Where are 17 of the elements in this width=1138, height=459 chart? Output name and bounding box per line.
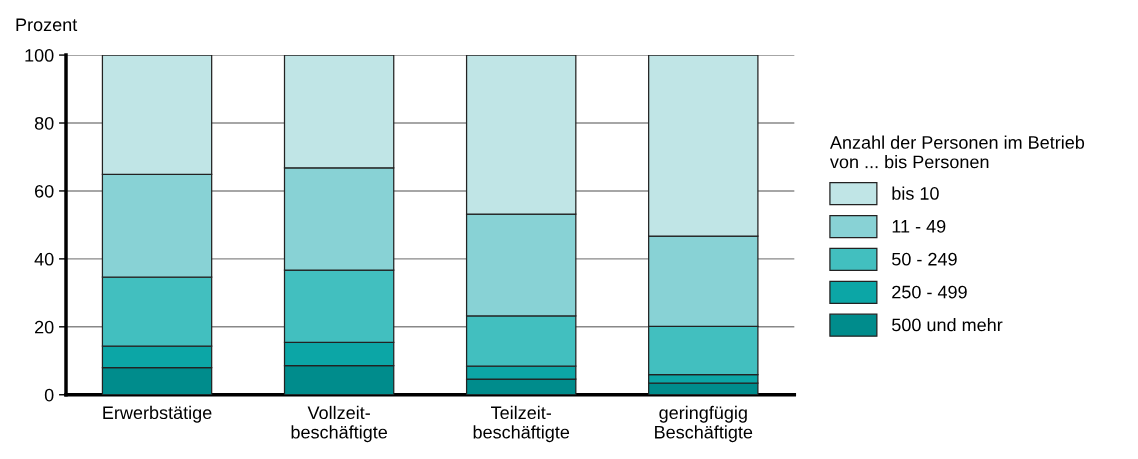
y-tick-label: 80 (34, 116, 54, 130)
legend-title: Anzahl der Personen im Betrieb von ... bis Personen (829, 135, 1085, 169)
y-axis-title: Prozent (16, 18, 78, 32)
x-tick-label: geringfügig Beschäftigte (655, 405, 753, 443)
y-tick-label: 0 (44, 388, 54, 402)
x-tick-label: Erwerbstätige (103, 405, 212, 423)
y-tick-label: 60 (35, 184, 54, 198)
legend-label: 500 und mehr (892, 318, 1003, 332)
legend-label: 11 - 49 (892, 219, 946, 233)
legend-label: bis 10 (892, 186, 939, 200)
x-tick-label: Vollzeit- beschäftigte (291, 405, 388, 443)
y-tick-label: 40 (34, 252, 54, 266)
legend-label: 250 - 499 (892, 285, 967, 299)
legend-label: 50 - 249 (892, 252, 957, 266)
y-tick-label: 20 (35, 320, 54, 334)
y-tick-label: 100 (25, 49, 54, 62)
x-tick-label: Teilzeit- beschäftigte (473, 405, 570, 443)
